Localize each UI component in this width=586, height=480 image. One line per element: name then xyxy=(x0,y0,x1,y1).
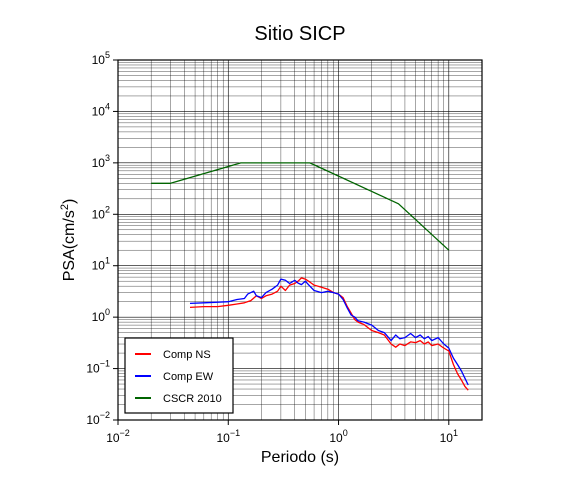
legend-label: CSCR 2010 xyxy=(163,393,222,405)
series-line-comp-ns xyxy=(189,277,469,391)
plot-frame xyxy=(117,59,483,421)
y-tick-label: 101 xyxy=(92,256,110,273)
legend: Comp NS Comp EW CSCR 2010 xyxy=(124,337,234,414)
chart-title: Sitio SICP xyxy=(254,23,345,45)
y-axis-label-sup: 2 xyxy=(59,204,71,210)
y-tick-label: 103 xyxy=(92,153,110,170)
y-axis-label: PSA(cm/s2) xyxy=(59,199,78,282)
y-tick-label: 10−2 xyxy=(86,410,110,427)
y-tick-label: 10−1 xyxy=(86,359,110,376)
series-line-comp-ew xyxy=(189,278,469,386)
x-axis-label: Periodo (s) xyxy=(261,449,339,466)
tick-layer: 10−2 10−1 100 101 10−2 10−1 100 101 102 103 104 105 xyxy=(86,50,458,445)
series-line-cscr-2010 xyxy=(151,162,450,251)
legend-items: Comp NS Comp EW CSCR 2010 xyxy=(135,349,222,405)
series-layer xyxy=(151,162,469,391)
x-tick-label: 100 xyxy=(329,428,347,445)
legend-label: Comp EW xyxy=(163,371,214,383)
y-tick-label: 104 xyxy=(92,101,110,118)
legend-label: Comp NS xyxy=(163,349,211,361)
y-tick-label: 102 xyxy=(92,204,110,221)
y-tick-label: 105 xyxy=(92,50,110,67)
x-tick-label: 10−1 xyxy=(216,428,240,445)
x-tick-label: 101 xyxy=(440,428,458,445)
y-axis-label-base: PSA(cm/s xyxy=(61,210,78,281)
y-tick-label: 100 xyxy=(92,307,110,324)
x-tick-label: 10−2 xyxy=(106,428,130,445)
y-axis-label-close: ) xyxy=(61,199,78,204)
